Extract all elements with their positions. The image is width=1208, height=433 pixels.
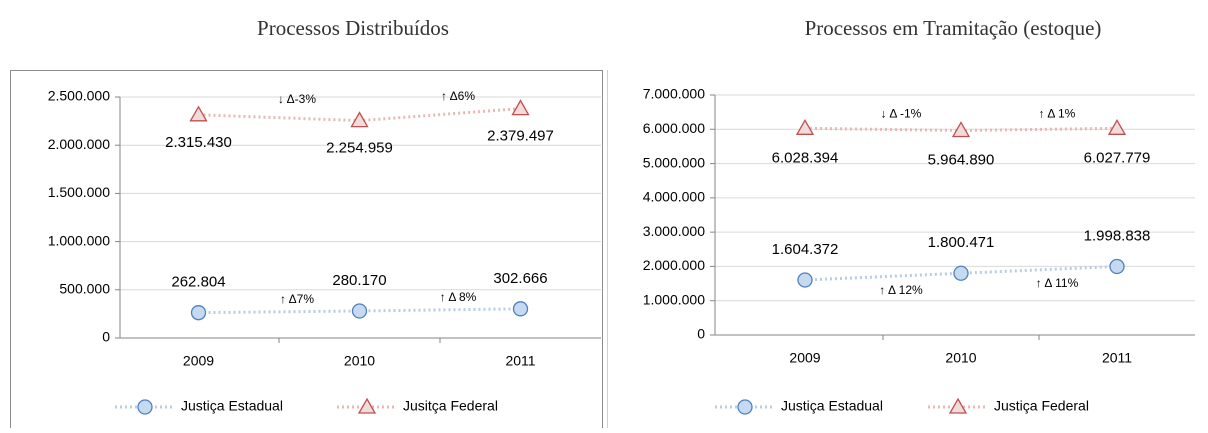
change-annotation: ↑ Δ 8% — [440, 290, 477, 304]
y-tick-label: 2.500.000 — [48, 88, 110, 104]
point — [951, 121, 971, 138]
point — [1109, 258, 1125, 275]
change-annotation: ↑ Δ 11% — [1036, 276, 1079, 290]
y-tick-label: 5.000.000 — [643, 154, 705, 170]
x-tick-label: 2009 — [789, 350, 820, 366]
legend-label: Justiça Estadual — [781, 398, 883, 414]
change-annotation: ↑ Δ6% — [441, 89, 475, 103]
data-label: 2.254.959 — [326, 140, 393, 157]
point — [948, 397, 968, 414]
change-annotation: ↑ Δ 12% — [879, 283, 923, 297]
y-tick-label: 1.500.000 — [48, 184, 110, 200]
data-label: 6.028.394 — [772, 149, 839, 166]
data-label: 5.964.890 — [928, 151, 995, 168]
data-label: 6.027.779 — [1084, 149, 1151, 166]
y-tick-label: 500.000 — [59, 281, 110, 297]
x-tick-label: 2010 — [344, 353, 375, 369]
change-annotation: ↓ Δ-3% — [278, 92, 316, 106]
chart-title: Processos em Tramitação (estoque) — [805, 16, 1102, 40]
data-label: 2.315.430 — [165, 134, 232, 151]
x-tick-label: 2011 — [505, 353, 535, 369]
y-tick-label: 1.000.000 — [48, 232, 110, 248]
data-label: 280.170 — [332, 272, 386, 289]
x-tick-label: 2010 — [945, 350, 976, 366]
data-label: 2.379.497 — [487, 128, 554, 145]
y-tick-label: 2.000.000 — [48, 136, 110, 152]
point — [350, 111, 369, 128]
x-tick-label: 2011 — [1102, 350, 1132, 366]
point — [357, 397, 377, 414]
y-tick-label: 0 — [102, 329, 110, 345]
point — [189, 105, 208, 122]
y-tick-label: 0 — [697, 326, 705, 342]
y-tick-label: 6.000.000 — [643, 120, 705, 136]
point — [953, 265, 969, 281]
chart-frame — [10, 70, 603, 433]
point — [511, 99, 530, 116]
y-tick-label: 2.000.000 — [643, 257, 705, 273]
point — [512, 301, 529, 317]
data-label: 302.666 — [493, 270, 547, 287]
legend-label: Jusitça Federal — [403, 398, 498, 414]
point — [737, 399, 753, 415]
point — [797, 272, 813, 288]
data-label: 262.804 — [171, 274, 225, 291]
y-tick-label: 1.000.000 — [643, 291, 705, 307]
x-tick-label: 2009 — [183, 353, 214, 369]
data-label: 1.998.838 — [1084, 227, 1151, 244]
change-annotation: ↑ Δ 1% — [1039, 107, 1076, 121]
point — [351, 303, 368, 319]
change-annotation: ↑ Δ7% — [280, 292, 314, 306]
data-label: 1.604.372 — [772, 241, 839, 258]
point — [137, 399, 153, 415]
point — [190, 305, 207, 321]
data-label: 1.800.471 — [928, 234, 995, 251]
point — [1107, 119, 1127, 135]
y-tick-label: 4.000.000 — [643, 189, 705, 205]
chart-title: Processos Distribuídos — [257, 16, 449, 40]
legend-label: Justiça Estadual — [181, 398, 283, 414]
change-annotation: ↓ Δ -1% — [881, 107, 922, 121]
legend-label: Justiça Federal — [994, 398, 1089, 414]
y-tick-label: 3.000.000 — [643, 223, 705, 239]
y-tick-label: 7.000.000 — [643, 86, 705, 102]
point — [795, 119, 815, 135]
